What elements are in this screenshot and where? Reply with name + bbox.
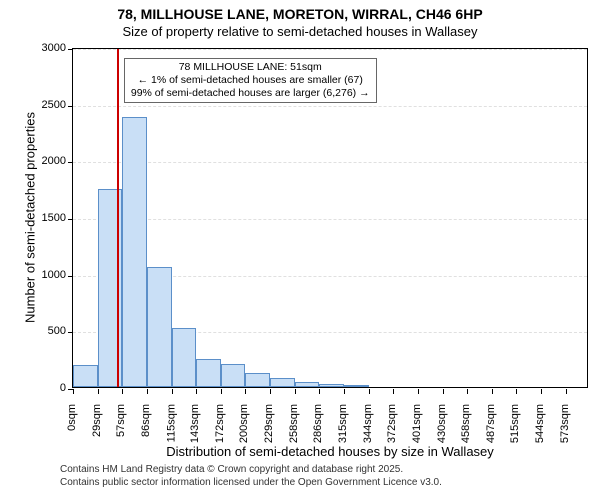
annotation-line-2: ← 1% of semi-detached houses are smaller… [131,74,370,87]
x-tick-label: 344sqm [362,404,374,443]
x-tick-label: 200sqm [238,404,250,443]
x-tick-label: 143sqm [189,404,201,443]
y-tick-label: 500 [48,325,66,337]
y-tick-label: 2500 [42,99,66,111]
x-tick-label: 487sqm [485,404,497,443]
title-line-2: Size of property relative to semi-detach… [0,24,600,39]
x-tick-label: 458sqm [460,404,472,443]
x-tick-label: 544sqm [534,404,546,443]
histogram-bar [221,364,245,387]
y-tick-label: 3000 [42,42,66,54]
chart-container: 78, MILLHOUSE LANE, MORETON, WIRRAL, CH4… [0,0,600,500]
y-tick-label: 0 [60,382,66,394]
annotation-line-1: 78 MILLHOUSE LANE: 51sqm [131,61,370,74]
histogram-bar [295,382,319,387]
histogram-bar [122,117,147,387]
x-tick-label: 515sqm [509,404,521,443]
histogram-bar [319,384,344,387]
x-tick-label: 401sqm [411,404,423,443]
credit-line-2: Contains public sector information licen… [60,477,442,490]
y-tick-label: 1500 [42,212,66,224]
histogram-bar [196,359,221,387]
x-tick-label: 229sqm [263,404,275,443]
y-axis-label: Number of semi-detached properties [23,98,38,338]
x-tick-label: 286sqm [312,404,324,443]
x-axis-label: Distribution of semi-detached houses by … [72,444,588,459]
x-tick-label: 86sqm [140,404,152,437]
y-tick-label: 1000 [42,269,66,281]
x-tick-label: 430sqm [436,404,448,443]
histogram-bar [172,328,196,387]
x-tick-label: 372sqm [386,404,398,443]
credit-box: Contains HM Land Registry data © Crown c… [60,464,442,489]
annotation-line-3: 99% of semi-detached houses are larger (… [131,87,370,100]
x-tick-label: 115sqm [165,404,177,442]
histogram-bar [270,378,295,387]
histogram-bar [73,365,98,387]
histogram-bar [147,267,172,387]
histogram-bar [344,385,369,387]
x-tick-label: 172sqm [214,404,226,443]
x-tick-label: 315sqm [337,404,349,443]
title-line-1: 78, MILLHOUSE LANE, MORETON, WIRRAL, CH4… [0,6,600,22]
property-marker-line [117,49,119,387]
x-tick-label: 573sqm [559,404,571,443]
y-tick-label: 2000 [42,155,66,167]
credit-line-1: Contains HM Land Registry data © Crown c… [60,464,442,477]
annotation-box: 78 MILLHOUSE LANE: 51sqm ← 1% of semi-de… [124,58,377,103]
x-tick-label: 0sqm [66,404,78,431]
x-tick-label: 258sqm [288,404,300,443]
histogram-bar [245,373,270,387]
x-tick-label: 29sqm [91,404,103,437]
x-tick-label: 57sqm [115,404,127,437]
